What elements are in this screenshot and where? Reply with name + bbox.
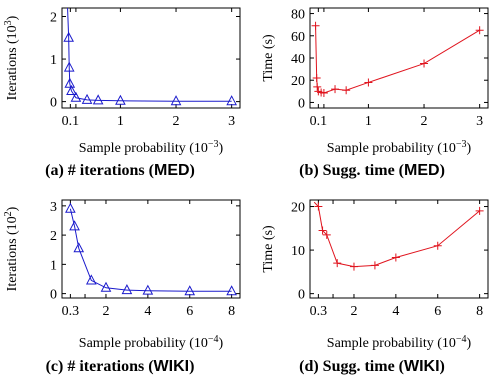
data-point <box>311 21 320 30</box>
data-point <box>226 95 237 106</box>
y-tick-label: 2 <box>50 11 57 26</box>
x-axis-label: Sample probability (10−4) <box>79 334 224 351</box>
data-point <box>65 202 76 213</box>
data-point <box>420 59 429 68</box>
x-tick-label: 2 <box>102 304 109 319</box>
y-tick-label: 10 <box>291 244 305 259</box>
x-tick-label: 8 <box>228 304 235 319</box>
chart-caption: (c) # iterations (WIKI) <box>46 358 195 375</box>
y-tick-label: 0 <box>50 288 57 303</box>
data-point <box>333 259 342 268</box>
data-point <box>115 94 126 105</box>
data-point <box>100 281 112 292</box>
data-point <box>319 89 328 97</box>
x-tick-label: 1 <box>365 114 372 129</box>
x-tick-label: 3 <box>476 114 483 129</box>
data-point <box>312 74 321 82</box>
chart-c: 0.3 2 4 6 8 0 1 2 3 Sample probability (10−4) Iter… <box>3 199 241 375</box>
data-point <box>475 206 484 215</box>
series-line <box>69 208 232 292</box>
plot-frame <box>309 7 489 109</box>
data-point <box>349 262 358 271</box>
x-tick-label: 3 <box>228 114 235 129</box>
x-tick-label: 0.1 <box>62 114 80 129</box>
chart-d: 0.3 2 4 6 8 0 10 20 Sample probability (10−4) Tim… <box>261 199 489 375</box>
data-point <box>63 31 75 42</box>
data-point <box>85 274 97 285</box>
y-axis-label: Iterations (103) <box>3 15 20 100</box>
plot-frame <box>61 7 241 109</box>
y-tick-label: 1 <box>50 258 57 273</box>
data-point <box>391 253 400 262</box>
data-point <box>73 242 85 253</box>
data-point <box>370 261 379 270</box>
x-tick-label: 0.3 <box>310 304 328 319</box>
chart-caption: (d) Sugg. time (WIKI) <box>299 358 445 375</box>
plot-frame <box>61 199 241 299</box>
y-tick-label: 0 <box>298 96 305 111</box>
chart-caption: (b) Sugg. time (MED) <box>299 162 445 179</box>
data-point <box>170 95 182 106</box>
data-point <box>63 61 75 72</box>
data-point <box>64 77 76 88</box>
y-tick-label: 20 <box>291 201 305 216</box>
y-tick-label: 1 <box>50 53 57 68</box>
series-line <box>67 8 232 102</box>
series-line <box>313 201 480 268</box>
data-point <box>342 86 351 95</box>
y-tick-label: 80 <box>291 8 305 23</box>
y-tick-label: 0 <box>298 288 305 303</box>
x-tick-label: 1 <box>117 114 124 129</box>
x-tick-label: 2 <box>421 114 428 129</box>
y-axis-label: Time (s) <box>261 34 276 82</box>
x-tick-label: 0.3 <box>62 304 80 319</box>
data-point <box>314 202 323 211</box>
y-tick-label: 3 <box>50 200 57 215</box>
data-point <box>81 93 93 104</box>
data-point <box>184 285 196 296</box>
x-tick-label: 6 <box>186 304 193 319</box>
data-point <box>331 85 340 94</box>
series-line <box>315 25 480 94</box>
x-tick-label: 4 <box>392 304 399 319</box>
data-point <box>313 82 322 91</box>
x-axis-label: Sample probability (10−3) <box>327 139 472 156</box>
x-tick-label: 0.1 <box>310 114 328 129</box>
y-tick-label: 20 <box>291 74 305 89</box>
x-tick-label: 6 <box>434 304 441 319</box>
data-point <box>70 91 82 102</box>
data-point <box>364 78 373 87</box>
y-axis-label: Iterations (102) <box>3 206 20 291</box>
data-point <box>92 94 104 105</box>
data-point <box>318 226 327 235</box>
x-axis-label: Sample probability (10−3) <box>79 139 224 156</box>
x-axis-label: Sample probability (10−4) <box>327 334 472 351</box>
x-tick-label: 2 <box>350 304 357 319</box>
chart-a: 0.1 1 2 3 0 1 2 Sample probability (10−3) Iterat… <box>3 7 241 179</box>
data-point <box>142 284 154 295</box>
y-tick-label: 40 <box>291 52 305 67</box>
y-tick-label: 60 <box>291 30 305 45</box>
chart-b: 0.1 1 2 3 0 20 40 60 80 Sample probability (10−3)… <box>261 7 489 179</box>
data-point <box>66 84 77 95</box>
data-point <box>322 230 331 239</box>
data-point <box>226 285 237 296</box>
y-tick-label: 2 <box>50 229 57 244</box>
data-point <box>433 241 442 250</box>
chart-caption: (a) # iterations (MED) <box>45 162 195 179</box>
x-tick-label: 2 <box>173 114 180 129</box>
y-axis-label: Time (s) <box>261 225 276 273</box>
x-tick-label: 8 <box>476 304 483 319</box>
data-point <box>69 220 80 231</box>
y-tick-label: 0 <box>50 96 57 111</box>
plot-frame <box>309 199 489 299</box>
data-point <box>475 26 484 35</box>
x-tick-label: 4 <box>144 304 151 319</box>
data-point <box>121 284 133 295</box>
